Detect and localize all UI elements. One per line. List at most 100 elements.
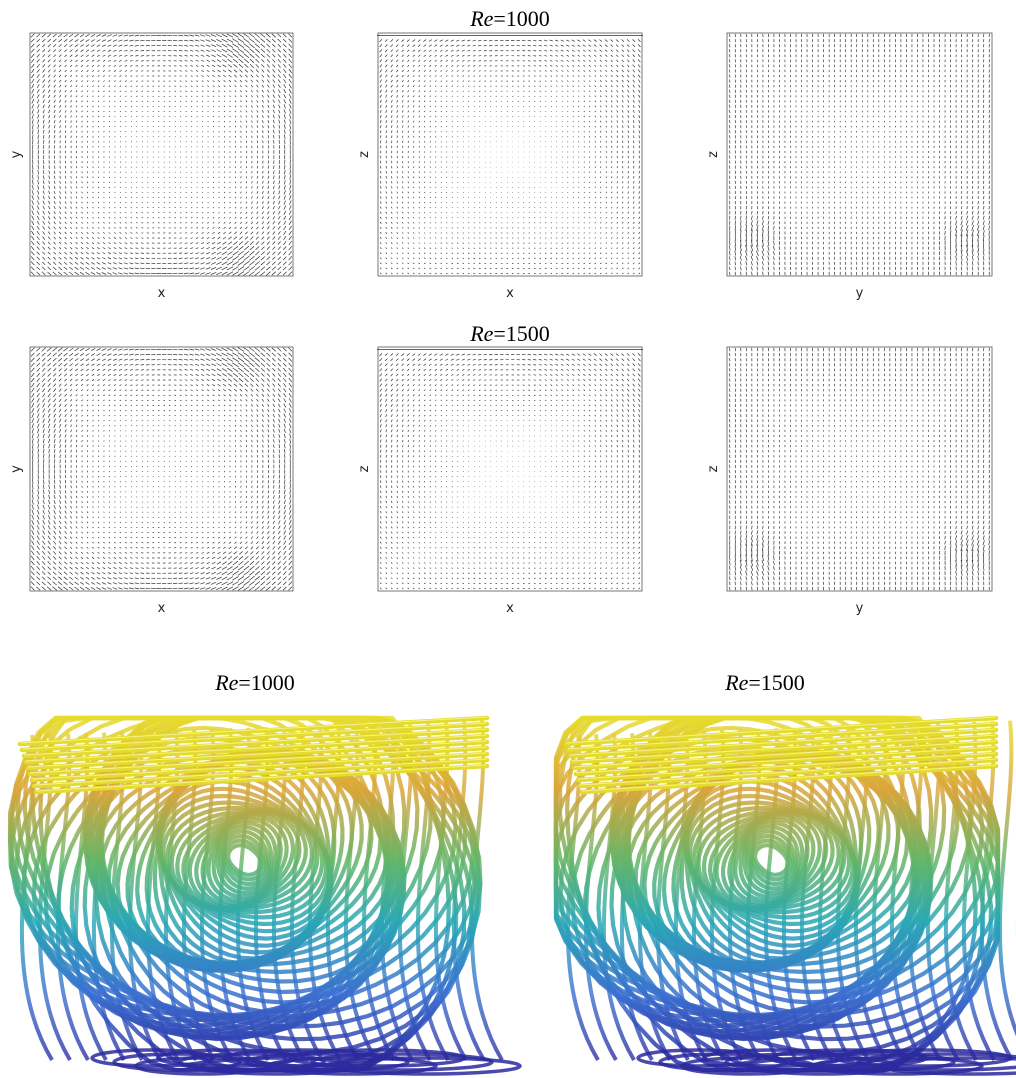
streamline: [194, 812, 296, 908]
streamline-highlight: [581, 764, 997, 792]
streamline-highlight: [33, 758, 488, 786]
streamline: [979, 720, 1014, 1062]
x-axis-label: x: [158, 601, 166, 616]
streamline: [567, 727, 999, 759]
streamline: [25, 739, 490, 771]
streamline: [21, 727, 490, 759]
streamline: [997, 720, 1016, 1037]
panel-frame: [29, 346, 294, 592]
streamline-highlight: [29, 746, 488, 774]
streamline-highlight: [567, 722, 997, 750]
streamline-render: [553, 715, 1016, 1076]
x-axis-label: y: [856, 286, 864, 301]
panel-frame: [726, 346, 993, 592]
y-axis-label: z: [357, 151, 372, 158]
streamline-highlight: [21, 722, 488, 750]
streamline: [19, 721, 490, 753]
streamline-highlight: [31, 752, 488, 780]
streamline-highlight: [27, 740, 488, 768]
x-axis-label: x: [158, 286, 166, 301]
render-title-value: =1000: [238, 670, 294, 695]
quiver-field: [377, 35, 643, 275]
streamline-highlight: [569, 728, 997, 756]
row-title-symbol: Re: [469, 6, 493, 31]
streamline: [38, 715, 451, 1073]
streamline: [244, 1052, 410, 1072]
streamline: [163, 729, 198, 1062]
streamline: [691, 730, 726, 1062]
y-axis-label: y: [9, 150, 24, 158]
render-title: Re=1000: [214, 670, 295, 695]
quiver-field: [729, 347, 991, 591]
streamline-highlight: [23, 728, 488, 756]
streamline-highlight: [571, 734, 997, 762]
panel-frame: [377, 32, 643, 277]
streamline: [812, 1056, 984, 1076]
streamline: [752, 843, 790, 877]
streamline: [332, 1056, 522, 1076]
streamline: [19, 734, 54, 1062]
render-title: Re=1500: [724, 670, 805, 695]
streamline: [27, 745, 490, 777]
streamline-highlight: [35, 764, 488, 792]
quiver-field: [729, 33, 991, 276]
render-title-symbol: Re: [724, 670, 748, 695]
streamline: [181, 729, 216, 1062]
streamline-render: [7, 715, 522, 1076]
streamline: [199, 728, 234, 1062]
streamline: [575, 751, 999, 783]
y-axis-label: z: [706, 151, 721, 158]
row-title-value: =1500: [493, 321, 549, 346]
streamline: [565, 721, 999, 753]
y-axis-label: y: [9, 465, 24, 473]
streamline: [343, 723, 378, 1062]
streamline-highlight: [579, 758, 997, 786]
streamline: [878, 1056, 1016, 1076]
streamline: [790, 1052, 956, 1072]
y-axis-label: z: [357, 465, 372, 472]
streamline: [569, 733, 999, 765]
streamline: [325, 724, 360, 1062]
panel-frame: [726, 32, 993, 277]
streamline-highlight: [565, 716, 997, 744]
streamline-highlight: [19, 716, 488, 744]
streamline-highlight: [573, 740, 997, 768]
panel-frame: [377, 346, 643, 592]
panel-frame: [29, 32, 294, 277]
streamline: [23, 733, 490, 765]
x-axis-label: x: [506, 601, 514, 616]
row-title: Re=1500: [469, 321, 550, 346]
streamline: [853, 725, 888, 1062]
streamline: [178, 1052, 326, 1072]
streamline: [720, 812, 822, 908]
x-axis-label: x: [506, 286, 514, 301]
streamline: [266, 1056, 438, 1076]
streamline: [17, 715, 490, 747]
streamline: [573, 745, 999, 777]
render-title-value: =1500: [748, 670, 804, 695]
quiver-field: [377, 349, 643, 590]
streamline: [31, 757, 490, 789]
streamline-highlight: [25, 734, 488, 762]
row-title-value: =1000: [493, 6, 549, 31]
streamline: [577, 757, 999, 789]
streamline: [217, 829, 272, 891]
streamline: [565, 734, 600, 1062]
streamline: [744, 829, 799, 891]
streamline: [571, 739, 999, 771]
y-axis-label: z: [706, 465, 721, 472]
streamline: [724, 1052, 872, 1072]
row-title: Re=1000: [469, 6, 550, 31]
row-title-symbol: Re: [469, 321, 493, 346]
streamline: [563, 715, 999, 747]
quiver-field: [30, 347, 293, 591]
streamline: [226, 843, 264, 877]
streamline-highlight: [575, 746, 997, 774]
streamline: [29, 751, 490, 783]
render-title-symbol: Re: [214, 670, 238, 695]
streamline-highlight: [577, 752, 997, 780]
streamline: [856, 1052, 1016, 1072]
streamline: [33, 763, 490, 795]
streamline: [579, 763, 999, 795]
